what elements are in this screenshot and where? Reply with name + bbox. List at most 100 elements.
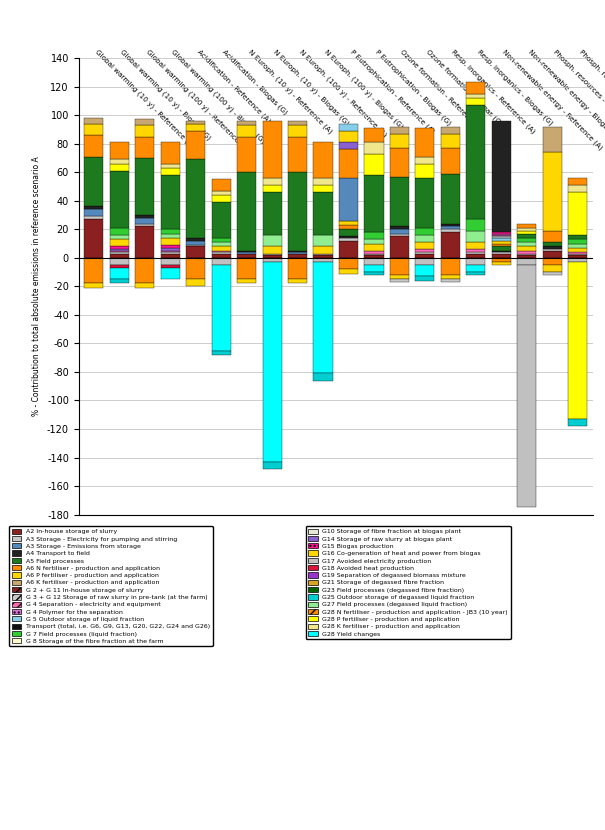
Bar: [543, 126, 561, 152]
Bar: [186, 247, 205, 258]
Bar: [568, 239, 587, 243]
Bar: [110, 258, 129, 265]
Bar: [415, 235, 434, 242]
Bar: [415, 265, 434, 276]
Bar: [517, 255, 536, 258]
Bar: [517, 228, 536, 231]
Bar: [84, 118, 103, 124]
Bar: [313, 185, 333, 193]
Bar: [136, 223, 154, 227]
Bar: [415, 178, 434, 228]
Legend: G10 Storage of fibre fraction at biogas plant, G14 Storage of raw slurry at biog: G10 Storage of fibre fraction at biogas …: [306, 526, 511, 639]
Bar: [237, 173, 257, 251]
Bar: [186, 241, 205, 245]
Bar: [212, 253, 231, 258]
Bar: [110, 228, 129, 235]
Bar: [466, 98, 485, 105]
Bar: [186, 121, 205, 124]
Bar: [441, 279, 460, 282]
Bar: [517, 223, 536, 228]
Bar: [161, 258, 180, 265]
Bar: [364, 255, 384, 258]
Bar: [543, 258, 561, 265]
Bar: [136, 218, 154, 223]
Bar: [212, 252, 231, 253]
Bar: [466, 258, 485, 265]
Bar: [441, 223, 460, 227]
Bar: [110, 171, 129, 228]
Bar: [492, 238, 511, 241]
Bar: [110, 235, 129, 239]
Bar: [339, 237, 358, 238]
Bar: [136, 227, 154, 258]
Bar: [390, 237, 409, 258]
Bar: [466, 105, 485, 219]
Bar: [84, 258, 103, 284]
Bar: [415, 128, 434, 157]
Bar: [390, 134, 409, 148]
Bar: [110, 253, 129, 258]
Bar: [466, 265, 485, 272]
Bar: [441, 126, 460, 134]
Bar: [415, 253, 434, 258]
Bar: [364, 258, 384, 265]
Bar: [161, 233, 180, 238]
Bar: [288, 125, 307, 137]
Bar: [568, 255, 587, 258]
Bar: [263, 253, 282, 255]
Bar: [110, 251, 129, 252]
Bar: [364, 175, 384, 232]
Bar: [288, 121, 307, 125]
Bar: [364, 243, 384, 251]
Bar: [517, 253, 536, 255]
Bar: [161, 253, 180, 258]
Bar: [237, 125, 257, 137]
Legend: A2 In-house storage of slurry, A3 Storage - Electricity for pumping and stirring: A2 In-house storage of slurry, A3 Storag…: [9, 526, 213, 647]
Bar: [415, 276, 434, 281]
Bar: [492, 121, 511, 232]
Bar: [313, 258, 333, 262]
Bar: [263, 255, 282, 258]
Bar: [517, 231, 536, 233]
Bar: [390, 229, 409, 233]
Bar: [517, 238, 536, 242]
Bar: [237, 253, 257, 258]
Bar: [543, 152, 561, 231]
Bar: [237, 258, 257, 279]
Bar: [415, 252, 434, 253]
Bar: [364, 232, 384, 239]
Bar: [84, 219, 103, 258]
Bar: [517, 251, 536, 253]
Bar: [161, 229, 180, 233]
Bar: [212, 247, 231, 251]
Bar: [237, 137, 257, 173]
Bar: [492, 262, 511, 265]
Bar: [110, 247, 129, 249]
Bar: [568, 243, 587, 248]
Bar: [441, 227, 460, 229]
Bar: [110, 268, 129, 279]
Bar: [263, 258, 282, 262]
Bar: [543, 249, 561, 251]
Bar: [186, 279, 205, 286]
Bar: [339, 142, 358, 149]
Bar: [492, 247, 511, 251]
Bar: [288, 173, 307, 251]
Bar: [492, 252, 511, 253]
Bar: [237, 121, 257, 125]
Bar: [364, 128, 384, 142]
Bar: [441, 275, 460, 279]
Bar: [364, 239, 384, 243]
Bar: [441, 148, 460, 173]
Bar: [288, 258, 307, 279]
Bar: [339, 178, 358, 221]
Bar: [543, 231, 561, 242]
Bar: [568, 258, 587, 262]
Bar: [84, 124, 103, 135]
Bar: [390, 177, 409, 227]
Bar: [492, 243, 511, 247]
Bar: [161, 252, 180, 253]
Bar: [161, 248, 180, 251]
Bar: [161, 164, 180, 168]
Bar: [390, 275, 409, 279]
